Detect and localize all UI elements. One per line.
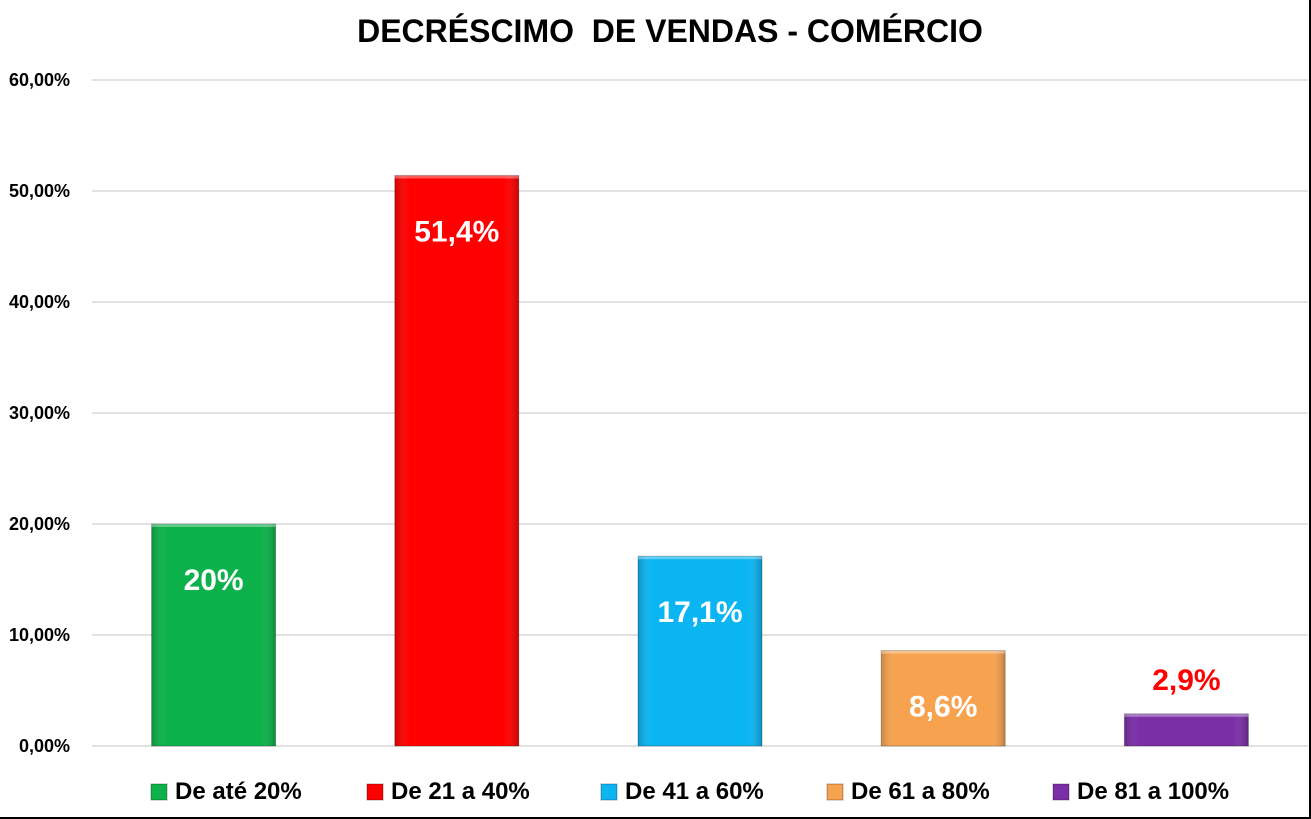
legend-swatch (1052, 783, 1070, 801)
bar-shading (1124, 713, 1249, 746)
legend-item: De 81 a 100% (1052, 778, 1229, 805)
bar-shading (151, 524, 276, 746)
legend-label: De 41 a 60% (625, 778, 764, 805)
y-tick-label: 60,00% (9, 70, 70, 90)
data-label: 2,9% (1152, 664, 1220, 697)
legend-item: De 41 a 60% (600, 778, 764, 805)
bar-group (637, 555, 763, 747)
y-tick-label: 0,00% (19, 736, 70, 756)
bar-top-highlight (1124, 713, 1249, 717)
legend-label: De até 20% (175, 778, 302, 805)
data-label: 51,4% (414, 215, 499, 248)
bar-top-highlight (881, 650, 1006, 654)
bar-group (880, 650, 1006, 747)
data-labels: 20% 51,4% 17,1% 8,6% 2,9% (184, 215, 1221, 723)
legend-item: De 21 a 40% (366, 778, 530, 805)
legend-swatch (600, 783, 618, 801)
legend: De até 20% De 21 a 40% De 41 a 60% De 61 a … (150, 778, 1229, 805)
bar-top-highlight (638, 556, 762, 560)
y-tick-label: 30,00% (9, 403, 70, 423)
legend-swatch (150, 783, 168, 801)
legend-label: De 81 a 100% (1077, 778, 1229, 805)
data-label: 20% (184, 564, 244, 597)
y-tick-label: 40,00% (9, 292, 70, 312)
data-label: 17,1% (657, 596, 742, 629)
legend-item: De 61 a 80% (826, 778, 990, 805)
y-tick-label: 10,00% (9, 625, 70, 645)
chart-title: DECRÉSCIMO DE VENDAS - COMÉRCIO (357, 13, 983, 49)
bar-group (151, 523, 277, 747)
bar-top-highlight (394, 175, 519, 179)
y-axis-ticks: 0,00% 10,00% 20,00% 30,00% 40,00% 50,00% 60,00… (9, 70, 70, 756)
bars (151, 174, 1249, 747)
bar-top-highlight (151, 524, 276, 527)
y-tick-label: 20,00% (9, 514, 70, 534)
bar-shading (394, 175, 519, 746)
bar-group (1123, 713, 1249, 747)
data-label: 8,6% (909, 691, 977, 724)
legend-label: De 21 a 40% (391, 778, 530, 805)
legend-item: De até 20% (150, 778, 302, 805)
bar-group (394, 174, 520, 747)
legend-label: De 61 a 80% (851, 778, 990, 805)
y-tick-label: 50,00% (9, 181, 70, 201)
bar-shading (881, 650, 1006, 746)
bar-shading (638, 556, 762, 746)
legend-swatch (366, 783, 384, 801)
legend-swatch (826, 783, 844, 801)
